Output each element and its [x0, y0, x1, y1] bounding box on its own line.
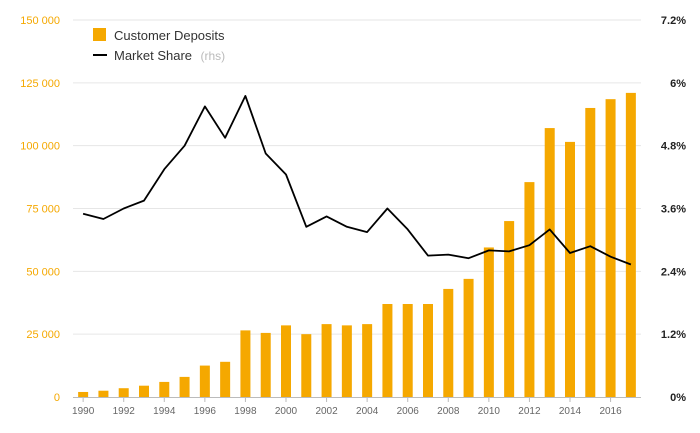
- bar-2010: [483, 247, 494, 397]
- bar-2012: [524, 182, 535, 397]
- y-right-tick-label: 2.4%: [661, 266, 686, 278]
- market-share-line: [82, 95, 632, 266]
- bar-2017: [625, 92, 636, 398]
- bar-2014: [565, 141, 575, 397]
- bar-2013: [544, 128, 555, 397]
- legend: Customer Deposits Market Share (rhs): [93, 28, 225, 64]
- x-tick-label: 2000: [275, 406, 298, 417]
- bar-1993: [139, 385, 149, 397]
- bar-1998: [240, 330, 251, 397]
- y-left-tick-label: 0: [54, 392, 60, 404]
- bar-2016: [605, 99, 616, 398]
- y-left-tick-label: 100 000: [20, 141, 60, 153]
- y-left-tick-label: 150 000: [20, 15, 60, 27]
- deposit-bars: [78, 92, 636, 398]
- bar-1997: [220, 361, 231, 397]
- bar-2007: [423, 304, 433, 397]
- y-left-tick-label: 50 000: [26, 266, 60, 278]
- legend-market-share-name: Market Share: [114, 48, 192, 63]
- bar-2005: [382, 304, 393, 397]
- bar-1994: [159, 381, 170, 397]
- bar-1990: [78, 391, 89, 397]
- bar-2004: [362, 324, 373, 397]
- x-tick-label: 2014: [559, 406, 582, 417]
- y-right-tick-label: 4.8%: [661, 141, 686, 153]
- x-tick-label: 2002: [315, 406, 338, 417]
- bar-2015: [585, 107, 596, 397]
- y-right-tick-label: 7.2%: [661, 15, 686, 27]
- x-tick-label: 2008: [437, 406, 460, 417]
- y-right-tick-label: 3.6%: [661, 204, 686, 216]
- bar-2008: [443, 288, 454, 397]
- x-tick-label: 2012: [518, 406, 541, 417]
- legend-market-share-suffix: (rhs): [201, 49, 226, 63]
- bar-1991: [98, 390, 109, 397]
- bar-2002: [321, 324, 332, 397]
- x-tick-label: 1992: [113, 406, 136, 417]
- bar-2003: [341, 325, 352, 397]
- y-right-tick-label: 0%: [670, 392, 686, 404]
- x-axis: 1990 1992 1994 1996 1998 2000 2002 2004 2006 2008…: [72, 397, 641, 417]
- x-tick-label: 1998: [234, 406, 257, 417]
- market-share-line-group: [82, 95, 632, 266]
- bar-2011: [504, 221, 515, 397]
- x-tick-label: 2004: [356, 406, 379, 417]
- bar-1995: [179, 376, 190, 397]
- legend-label-market-share: Market Share (rhs): [114, 47, 225, 64]
- x-tick-label: 1996: [194, 406, 217, 417]
- y-right-tick-label: 6%: [670, 78, 686, 90]
- bar-1996: [199, 365, 210, 397]
- bar-2001: [301, 334, 312, 397]
- y-left-tick-label: 125 000: [20, 78, 60, 90]
- x-tick-label: 1990: [72, 406, 95, 417]
- x-tick-label: 2010: [478, 406, 501, 417]
- x-tick-label: 2006: [397, 406, 420, 417]
- legend-swatch-deposits: [93, 28, 106, 41]
- bar-2006: [402, 304, 413, 397]
- bar-1992: [118, 388, 129, 397]
- x-tick-label: 1994: [153, 406, 176, 417]
- bar-2000: [281, 325, 291, 397]
- left-axis: 0 25 000 50 000 75 000 100 000 125 000 150 000: [20, 15, 60, 404]
- bar-1999: [260, 332, 271, 397]
- y-left-tick-label: 75 000: [26, 204, 60, 216]
- x-tick-label: 2016: [599, 406, 622, 417]
- legend-label-deposits: Customer Deposits: [114, 28, 225, 43]
- y-left-tick-label: 25 000: [26, 329, 60, 341]
- y-right-tick-label: 1.2%: [661, 329, 686, 341]
- right-axis: 0% 1.2% 2.4% 3.6% 4.8% 6% 7.2%: [661, 15, 686, 404]
- bar-2009: [463, 278, 474, 397]
